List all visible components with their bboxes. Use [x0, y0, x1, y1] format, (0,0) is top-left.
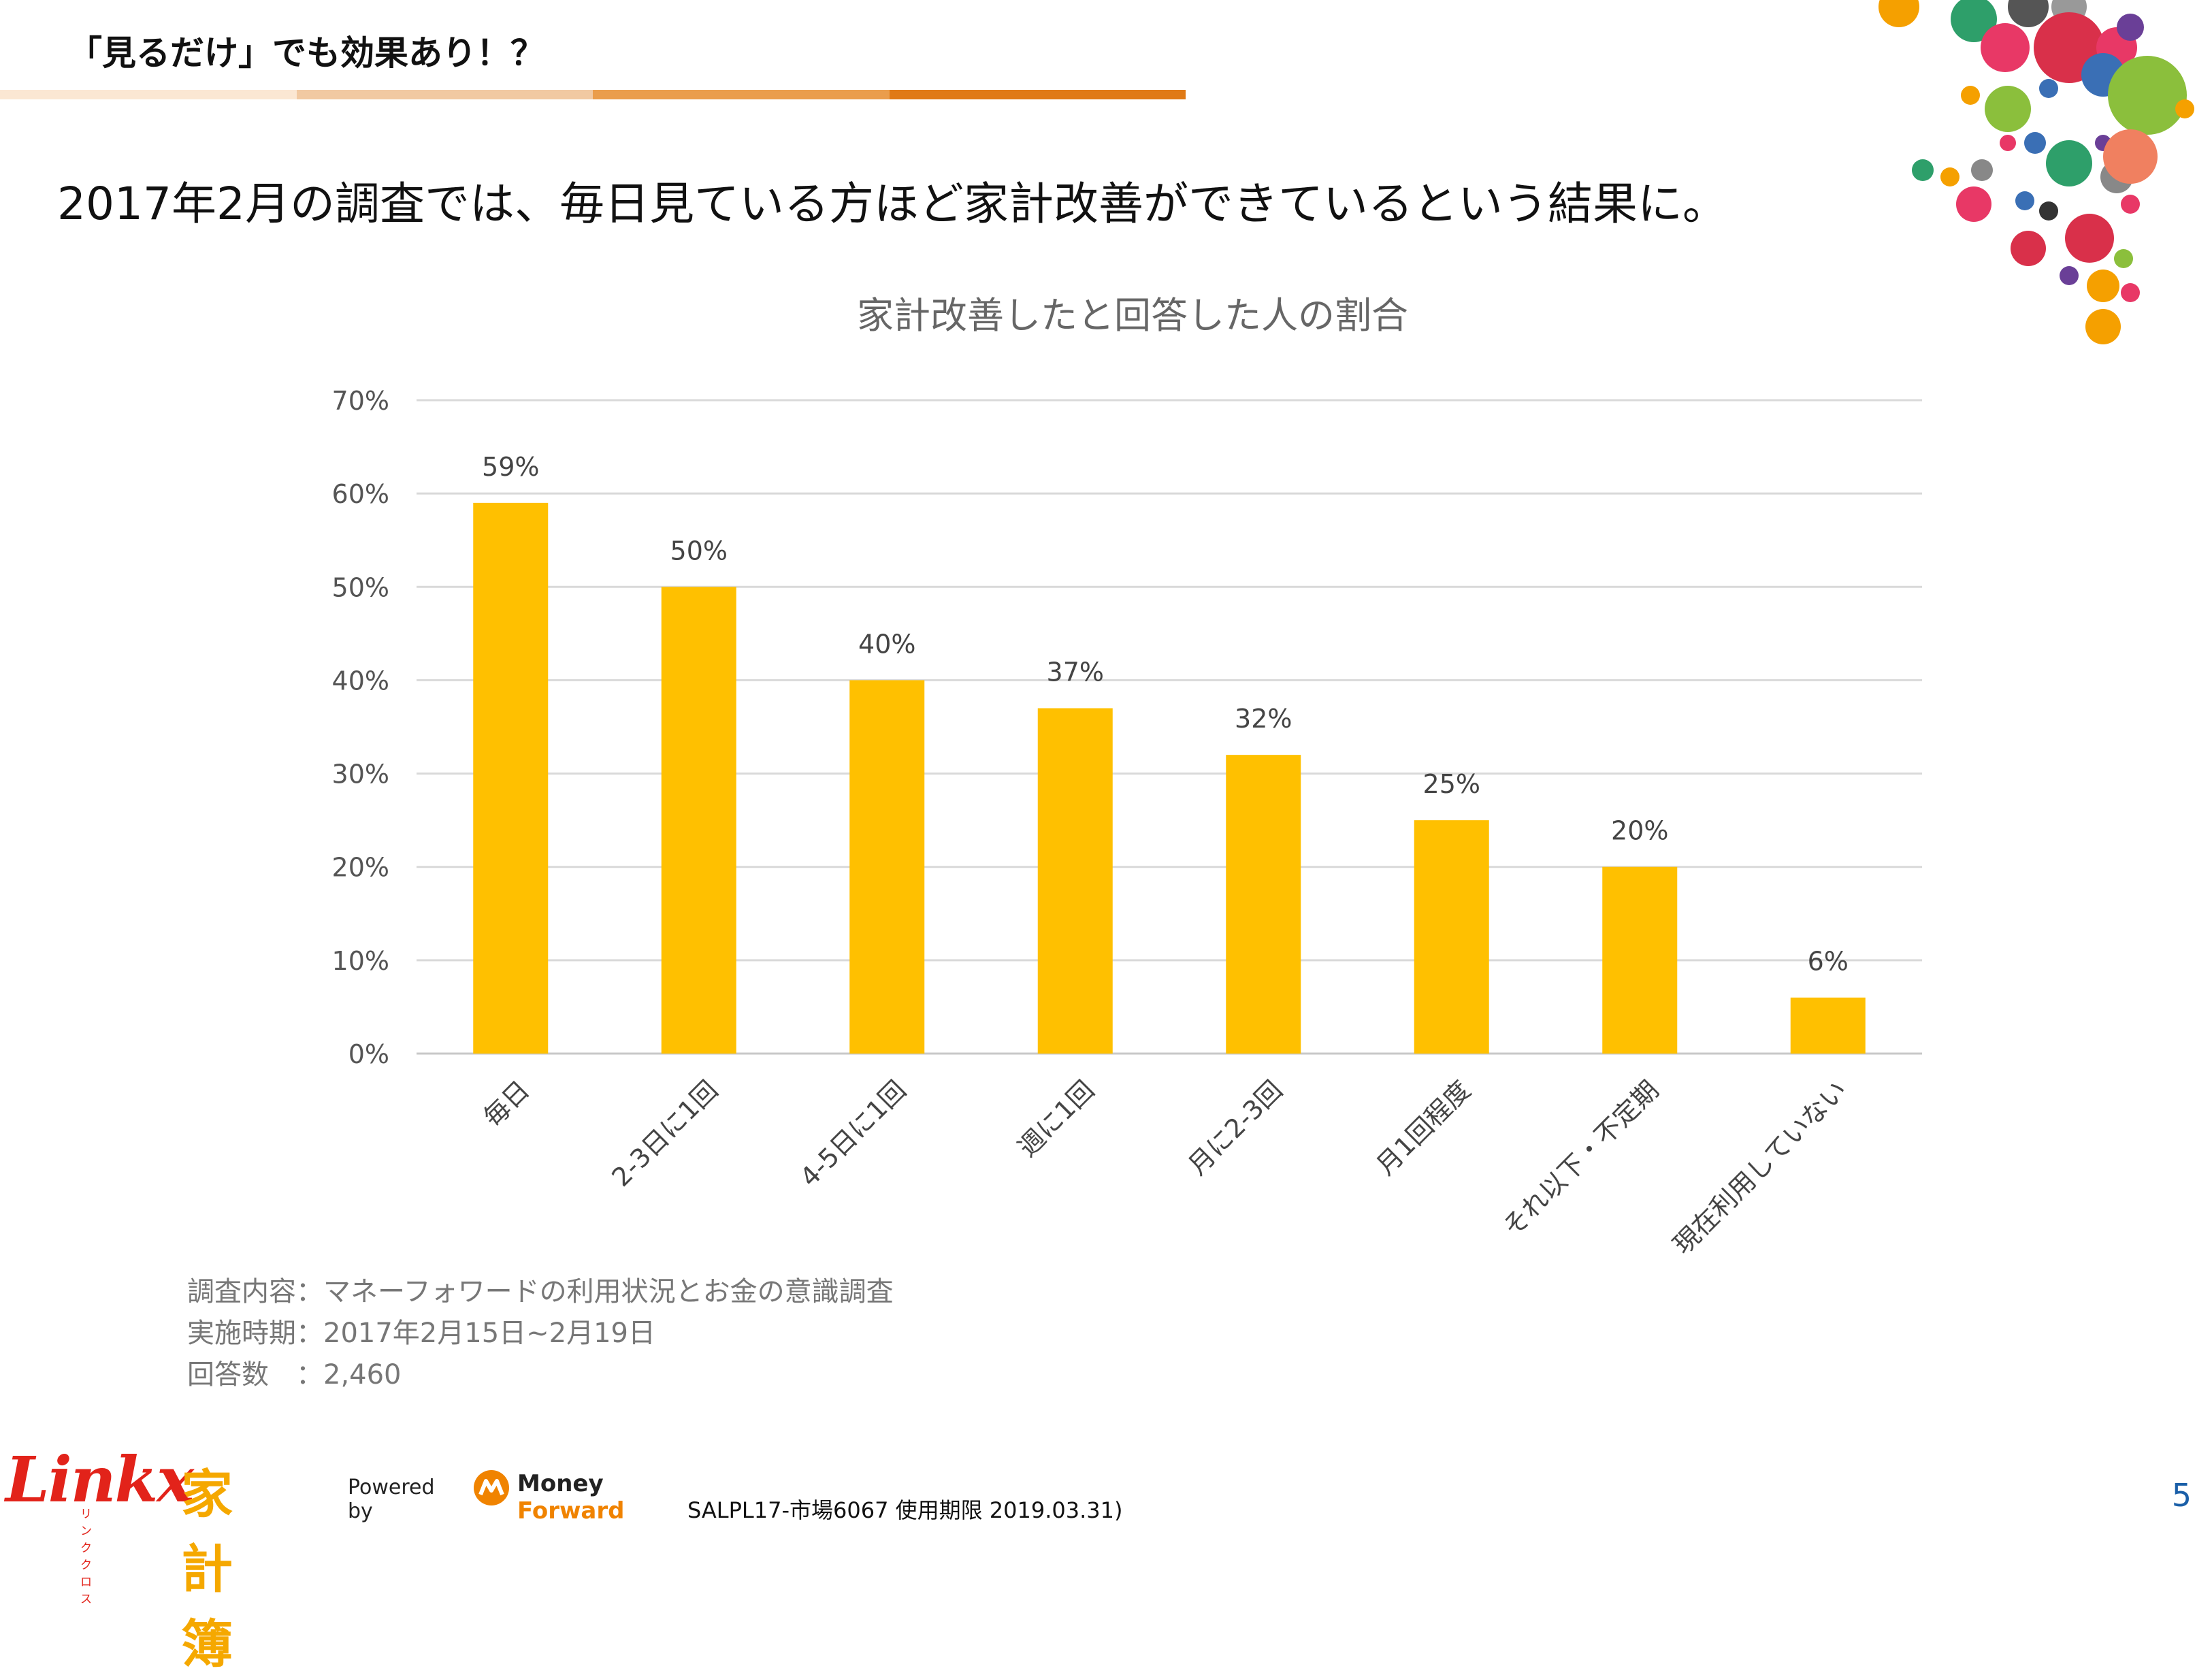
moneyforward-logo: Money Forward	[517, 1470, 624, 1525]
decorative-bubble-icon	[1981, 23, 2030, 72]
decorative-bubble-icon	[2085, 309, 2121, 344]
decorative-bubble-icon	[1951, 0, 1997, 42]
footer-code: SALPL17-市場6067 使用期限 2019.03.31)	[687, 1497, 1123, 1523]
y-tick-label: 10%	[332, 946, 389, 976]
decorative-bubble-icon	[2108, 56, 2187, 135]
data-label: 40%	[858, 629, 915, 659]
decorative-bubble-icon	[2000, 135, 2016, 151]
note-survey-content: 調査内容：マネーフォワードの利用状況とお金の意識調査	[187, 1276, 894, 1307]
bar	[1602, 866, 1678, 1054]
data-label: 20%	[1611, 816, 1668, 846]
bar	[1414, 820, 1489, 1054]
decorative-bubble-icon	[2039, 79, 2058, 98]
survey-notes: 調査内容：マネーフォワードの利用状況とお金の意識調査 実施時期：2017年2月1…	[187, 1271, 894, 1396]
mf-money-text: Money	[517, 1470, 604, 1497]
y-tick-label: 30%	[332, 760, 389, 789]
decorative-bubble-icon	[1985, 86, 2031, 132]
decorative-bubble-icon	[2008, 0, 2049, 27]
title-bar-segment-3	[593, 90, 890, 99]
bar	[849, 680, 925, 1054]
decorative-bubble-icon	[2011, 231, 2046, 266]
bar	[473, 502, 549, 1054]
data-label: 59%	[482, 452, 539, 482]
linkx-logo: Linkx	[5, 1443, 194, 1516]
data-label: 37%	[1047, 657, 1104, 687]
x-tick-label: 毎日	[478, 1075, 536, 1133]
slide-title: 「見るだけ」でも効果あり！？	[68, 33, 544, 73]
headline: 2017年2月の調査では、毎日見ている方ほど家計改善ができているという結果に。	[57, 178, 1727, 230]
data-label: 50%	[670, 536, 728, 566]
note-survey-period: 実施時期：2017年2月15日~2月19日	[187, 1318, 656, 1349]
chart-title: 家計改善したと回答した人の割合	[857, 294, 1408, 337]
decorative-bubble-icon	[2039, 201, 2058, 221]
y-tick-label: 20%	[332, 853, 389, 883]
page-number: 5	[2171, 1477, 2192, 1514]
decorative-bubble-icon	[2065, 214, 2114, 263]
x-tick-label: 月に2-3回	[1182, 1075, 1288, 1181]
decorative-bubble-icon	[1961, 86, 1980, 105]
decorative-bubble-icon	[2121, 195, 2140, 214]
x-tick-label: 月1回程度	[1370, 1075, 1476, 1181]
powered-by-label: Powered by	[348, 1476, 435, 1523]
moneyforward-icon	[474, 1470, 509, 1505]
y-tick-label: 40%	[332, 666, 389, 696]
mf-forward-text: Forward	[517, 1497, 625, 1525]
decorative-bubble-icon	[1878, 0, 1919, 27]
x-tick-label: 2-3日に1回	[606, 1075, 723, 1192]
decorative-bubble-icon	[2060, 266, 2079, 285]
decorative-bubble-icon	[1971, 159, 1993, 181]
bar	[661, 587, 736, 1054]
bar	[1790, 997, 1866, 1054]
decorative-bubble-icon	[2103, 129, 2158, 184]
decorative-bubble-icon	[1956, 186, 1991, 222]
y-tick-label: 70%	[332, 386, 389, 416]
x-tick-label: それ以下・不定期	[1497, 1075, 1665, 1242]
decorative-bubble-icon	[1912, 159, 1934, 181]
title-bar-segment-4	[889, 90, 1186, 99]
note-respondents: 回答数 ：2,460	[187, 1359, 402, 1390]
x-tick-label: 週に1回	[1012, 1075, 1100, 1162]
bar-chart: 家計改善したと回答した人の割合 0% 10% 20% 30% 40% 50% 60% 70% 59…	[332, 294, 1922, 1260]
decorative-bubble-icon	[1940, 167, 1959, 186]
decorative-bubble-icon	[2024, 132, 2046, 154]
linkx-logo-sub: リンククロス	[80, 1508, 92, 1606]
title-underline-bar	[0, 90, 1186, 99]
data-label: 32%	[1235, 704, 1292, 734]
title-bar-segment-2	[296, 90, 593, 99]
decorative-bubble-icon	[2114, 249, 2133, 268]
data-label: 25%	[1423, 769, 1480, 799]
y-tick-label: 0%	[348, 1039, 389, 1069]
bar	[1037, 708, 1113, 1054]
y-tick-label: 50%	[332, 572, 389, 602]
decorative-bubble-icon	[2117, 14, 2144, 41]
decorative-icon-bubbles	[1878, 0, 2194, 344]
kakeibo-logo: 家計簿	[181, 1464, 233, 1674]
decorative-bubble-icon	[2121, 283, 2140, 302]
x-tick-label: 4-5日に1回	[794, 1075, 912, 1192]
data-label: 6%	[1808, 947, 1849, 977]
decorative-bubble-icon	[2087, 270, 2119, 302]
y-tick-label: 60%	[332, 479, 389, 509]
bar	[1226, 755, 1301, 1054]
title-bar-segment-1	[0, 90, 297, 99]
decorative-bubble-icon	[2015, 191, 2034, 210]
x-tick-label: 現在利用していない	[1668, 1075, 1853, 1260]
decorative-bubble-icon	[2046, 140, 2092, 186]
decorative-bubble-icon	[2175, 99, 2194, 118]
